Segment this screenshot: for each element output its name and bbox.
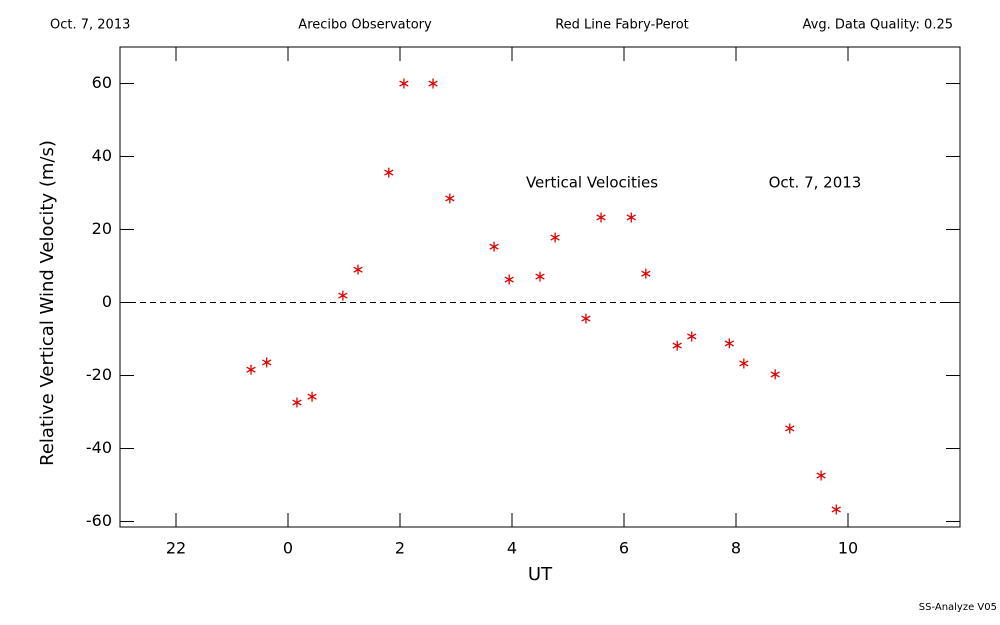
marker [262,357,272,368]
y-tick-label: -60 [86,511,112,530]
marker [770,369,780,380]
marker [292,397,302,408]
header-date: Oct. 7, 2013 [50,18,130,33]
marker [399,78,409,89]
marker [626,212,636,223]
y-tick-label: -40 [86,438,112,457]
marker [246,364,256,375]
y-tick-label: 40 [92,146,112,165]
marker [641,268,651,279]
header-quality: Avg. Data Quality: 0.25 [803,18,953,33]
marker [596,212,606,223]
y-tick-label: 60 [92,73,112,92]
footer: SS-Analyze V05 [919,602,997,613]
x-tick-label: 6 [619,539,629,558]
x-tick-label: 8 [731,539,741,558]
marker [724,338,734,349]
plot-frame [119,46,961,528]
marker [581,313,591,324]
annotation: Vertical Velocities [526,174,658,192]
y-axis-label: Relative Vertical Wind Velocity (m/s) [37,140,58,466]
marker [353,264,363,275]
marker [535,271,545,282]
marker [489,241,499,252]
y-tick-label: -20 [86,365,112,384]
x-tick-label: 0 [283,539,293,558]
marker [445,193,455,204]
marker [831,504,841,515]
marker [338,290,348,301]
x-axis-label: UT [528,564,553,585]
marker [428,78,438,89]
annotation: Oct. 7, 2013 [769,174,862,192]
x-tick-label: 4 [507,539,517,558]
marker [504,274,514,285]
marker [687,331,697,342]
x-tick-label: 22 [166,539,186,558]
header-site: Arecibo Observatory [298,18,432,33]
marker [672,340,682,351]
x-tick-label: 2 [395,539,405,558]
marker [384,167,394,178]
header-instrument: Red Line Fabry-Perot [555,18,689,33]
marker [785,423,795,434]
y-tick-label: 20 [92,219,112,238]
marker [550,232,560,243]
x-tick-label: 10 [838,539,858,558]
marker [307,391,317,402]
marker [816,470,826,481]
marker [739,358,749,369]
y-tick-label: 0 [102,292,112,311]
